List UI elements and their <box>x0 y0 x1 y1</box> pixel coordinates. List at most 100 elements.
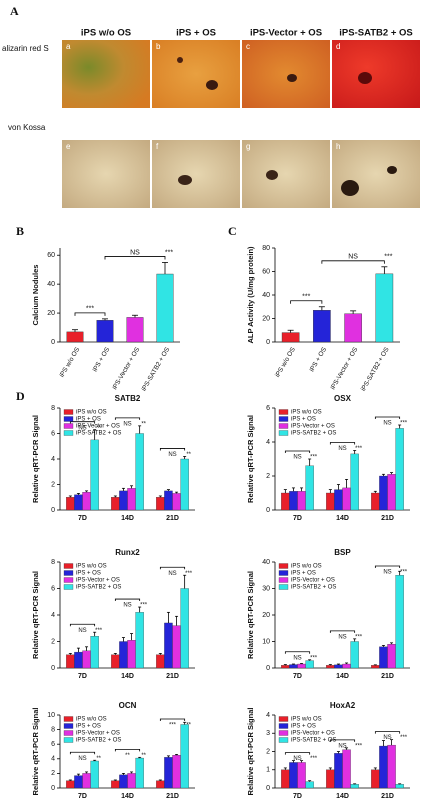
annotation: *** <box>400 735 408 741</box>
annotation: ** <box>141 753 146 759</box>
legend-label: iPS-Vector + OS <box>76 731 120 737</box>
bar <box>66 497 75 511</box>
bar <box>305 660 314 669</box>
annotation: *** <box>310 756 318 762</box>
bracket <box>114 748 141 752</box>
bracket <box>114 417 141 420</box>
tile-letter: e <box>66 142 71 151</box>
bar <box>135 612 144 669</box>
micrograph <box>242 140 330 208</box>
bar <box>126 317 144 343</box>
bracket <box>284 450 311 453</box>
bar <box>172 493 181 511</box>
y-axis-label: Calcium Nodules <box>31 265 40 326</box>
y-tick-label: 6 <box>51 585 55 592</box>
y-tick-label: 2 <box>51 638 55 645</box>
annotation: ** <box>96 756 101 762</box>
bar <box>297 762 306 789</box>
bar <box>119 774 128 789</box>
legend-label: iPS-Vector + OS <box>291 578 335 584</box>
annotation: NS <box>338 743 346 749</box>
nodule <box>178 175 192 185</box>
y-tick-label: 0 <box>51 507 55 514</box>
legend-swatch <box>278 409 289 415</box>
x-tick-label: 21D <box>381 793 394 800</box>
annotation: NS <box>383 421 391 427</box>
bar <box>289 664 298 669</box>
x-tick-label: 7D <box>293 793 302 800</box>
annotation: ** <box>141 421 146 427</box>
panel-label: D <box>16 389 25 403</box>
annotation: ** <box>186 723 191 729</box>
row-label: von Kossa <box>8 123 46 132</box>
bar <box>297 491 306 511</box>
legend-label: iPS + OS <box>291 724 316 730</box>
x-tick-label: iPS + OS <box>309 346 329 373</box>
annotation: *** <box>384 254 392 261</box>
x-tick-label: iPS-SATB2 + OS <box>141 346 172 393</box>
bracket <box>284 752 311 755</box>
x-tick-label: 21D <box>166 515 179 522</box>
y-tick-label: 2 <box>266 748 270 755</box>
y-axis-label: Relative qRT-PCR Signal <box>31 415 40 503</box>
bar <box>281 769 290 789</box>
bracket <box>321 260 385 264</box>
x-tick-label: 14D <box>121 793 134 800</box>
x-tick-label: 14D <box>121 673 134 680</box>
x-tick-label: iPS + OS <box>92 346 112 373</box>
bar <box>127 640 136 669</box>
x-tick-label: iPS-SATB2 + OS <box>360 346 391 393</box>
bracket <box>374 565 401 568</box>
bar <box>342 663 351 669</box>
y-tick-label: 0 <box>266 785 270 792</box>
bar <box>371 769 380 789</box>
y-tick-label: 10 <box>47 712 55 719</box>
column-label: iPS-Vector + OS <box>250 28 322 39</box>
y-tick-label: 40 <box>262 292 270 299</box>
column-label: iPS-SATB2 + OS <box>339 28 412 39</box>
bar <box>289 491 298 511</box>
nodule <box>341 180 359 196</box>
bracket <box>69 421 96 424</box>
y-tick-label: 1 <box>266 767 270 774</box>
bar <box>297 663 306 669</box>
x-tick-label: 14D <box>336 673 349 680</box>
tile-letter: a <box>66 42 71 51</box>
bar <box>66 654 75 669</box>
panel-label: B <box>16 224 24 238</box>
micrograph <box>62 40 150 108</box>
micrograph <box>152 40 240 108</box>
y-tick-label: 2 <box>51 770 55 777</box>
bar <box>379 646 388 669</box>
bar <box>180 458 189 511</box>
annotation: *** <box>169 723 177 729</box>
bar <box>342 749 351 789</box>
bracket <box>159 566 186 570</box>
legend-swatch <box>278 563 289 569</box>
y-axis-label: Relative qRT-PCR Signal <box>246 571 255 659</box>
annotation: *** <box>310 455 318 461</box>
x-tick-label: 7D <box>293 515 302 522</box>
legend-label: iPS + OS <box>76 417 101 423</box>
legend-label: iPS-SATB2 + OS <box>291 431 336 437</box>
legend-swatch <box>278 584 289 590</box>
annotation: ** <box>96 425 101 431</box>
legend-label: iPS-SATB2 + OS <box>291 738 336 744</box>
bar <box>350 641 359 669</box>
bar <box>164 622 173 669</box>
annotation: *** <box>355 446 363 452</box>
x-tick-label: 7D <box>78 673 87 680</box>
y-tick-label: 4 <box>266 712 270 719</box>
annotation: *** <box>185 571 193 577</box>
bar <box>371 492 380 511</box>
bracket <box>374 731 401 734</box>
legend-label: iPS w/o OS <box>291 410 322 416</box>
bracket <box>290 300 323 304</box>
chart-title: BSP <box>334 548 351 557</box>
bar <box>90 636 99 669</box>
bar <box>281 492 290 511</box>
annotation: *** <box>355 743 363 749</box>
bracket <box>159 448 186 451</box>
bar <box>334 489 343 511</box>
bar <box>82 773 91 789</box>
